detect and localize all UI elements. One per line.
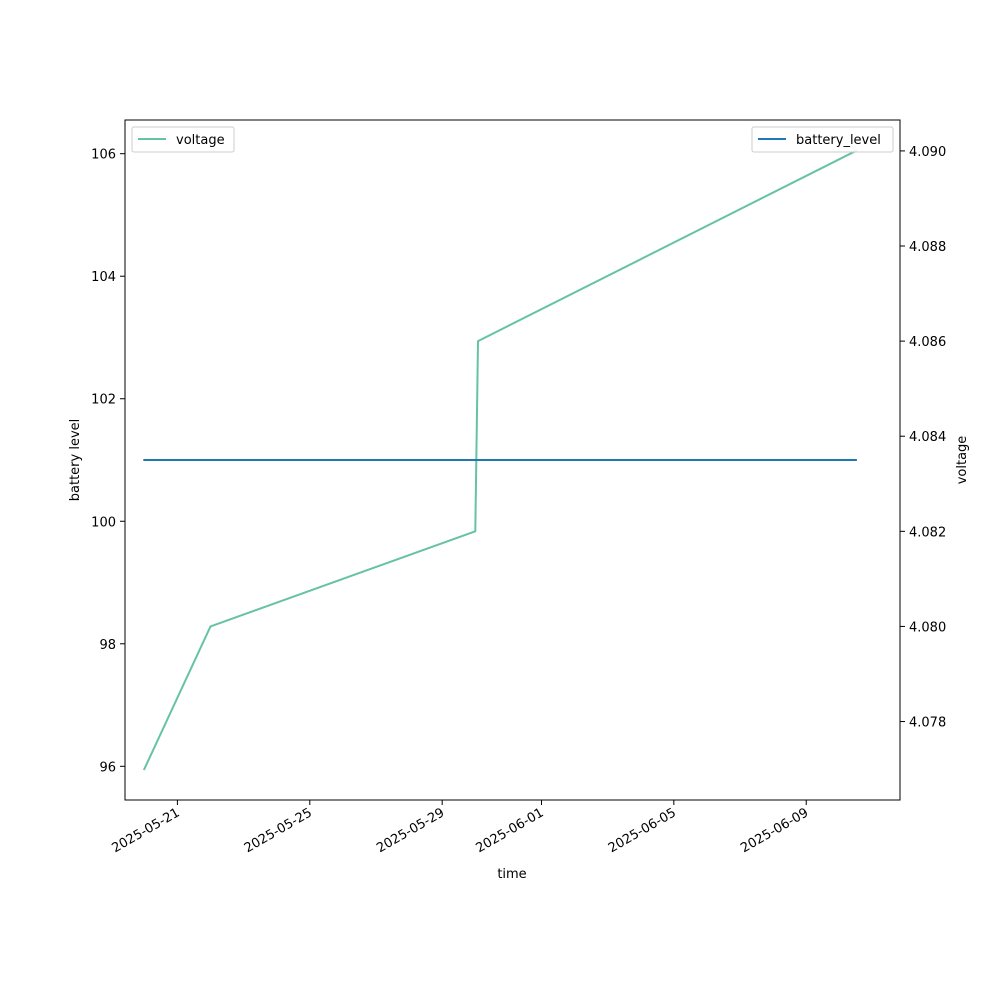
y-right-tick-label: 4.086: [909, 335, 946, 350]
y-left-tick-label: 102: [91, 393, 116, 408]
legend-left: voltage: [131, 126, 235, 153]
y-right-axis: 4.078 4.080 4.082 4.084 4.086 4.088 4.090: [900, 145, 946, 731]
y-right-tick-label: 4.082: [909, 525, 946, 540]
y-right-tick-label: 4.078: [909, 716, 946, 731]
y-right-axis-label: voltage: [955, 436, 970, 485]
series-line-voltage: [142, 149, 858, 771]
y-left-axis: 96 98 100 102 104 106: [91, 148, 125, 775]
plot-frame: [124, 119, 901, 801]
y-right-tick-label: 4.080: [909, 620, 946, 635]
series-layer: [142, 149, 858, 771]
legend-right-box: [751, 126, 894, 153]
y-left-tick-label: 100: [91, 515, 116, 530]
y-left-axis-label: battery level: [68, 419, 83, 502]
legend-battery-level-label: battery_level: [796, 133, 881, 148]
legend-left-box: [131, 126, 235, 153]
y-left-tick-label: 98: [99, 638, 116, 653]
y-left-tick-label: 104: [91, 270, 116, 285]
y-left-tick-label: 96: [99, 760, 116, 775]
y-right-tick-label: 4.084: [909, 430, 946, 445]
y-right-tick-label: 4.090: [909, 145, 946, 160]
legend-voltage-label: voltage: [176, 133, 225, 148]
x-axis-label: time: [497, 867, 526, 882]
y-left-tick-label: 106: [91, 148, 116, 163]
y-right-tick-label: 4.088: [909, 240, 946, 255]
legend-right: battery_level: [751, 126, 894, 153]
